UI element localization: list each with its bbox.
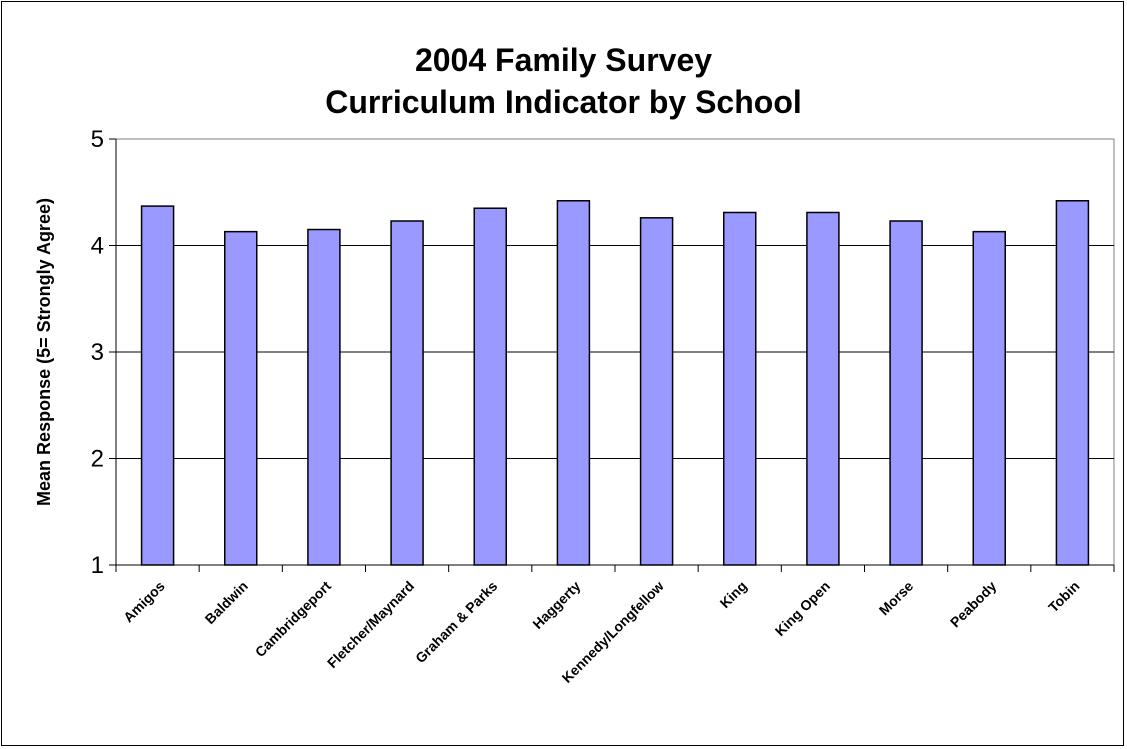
bar-morse xyxy=(889,220,923,566)
bar-amigos xyxy=(140,205,175,566)
bar-graham-parks xyxy=(473,207,507,566)
x-tick-label: Baldwin xyxy=(202,578,251,627)
bar-tobin xyxy=(1055,200,1090,566)
y-tick-label: 5 xyxy=(91,126,104,153)
axes xyxy=(109,138,1115,572)
chart-title-line-2: Curriculum Indicator by School xyxy=(325,84,802,120)
x-tick-label: Amigos xyxy=(120,578,168,626)
y-axis-title: Mean Response (5= Strongly Agree) xyxy=(34,198,54,506)
y-tick-label: 2 xyxy=(91,446,104,473)
y-tick-label: 3 xyxy=(91,339,104,366)
chart-title: 2004 Family Survey Curriculum Indicator … xyxy=(0,39,1127,123)
bar-king-open xyxy=(806,211,840,566)
x-tick-label: Haggerty xyxy=(529,578,583,632)
bar-king xyxy=(723,211,757,566)
bar-cambridgeport xyxy=(307,228,341,566)
x-tick-label: Graham & Parks xyxy=(412,578,501,667)
chart-title-line-1: 2004 Family Survey xyxy=(414,42,713,78)
y-tick-label: 4 xyxy=(91,233,104,260)
gridlines xyxy=(116,245,1114,459)
bar-baldwin xyxy=(224,230,258,566)
y-tick-label: 1 xyxy=(91,552,104,579)
bar-haggerty xyxy=(556,200,591,566)
x-tick-label: Fletcher/Maynard xyxy=(324,578,417,671)
x-tick-label: Peabody xyxy=(947,578,1000,631)
x-tick-labels: Amigos Baldwin CambridgeportFletcher/Mayna… xyxy=(120,578,1082,686)
x-tick-label: King Open xyxy=(772,578,833,639)
x-tick-label: King xyxy=(717,578,750,611)
bars xyxy=(140,200,1090,566)
x-tick-label: Morse xyxy=(876,578,917,619)
bar-fletcher-maynard xyxy=(390,220,424,566)
x-tick-label: Cambridgeport xyxy=(252,578,335,661)
bar-kennedy-longfellow xyxy=(639,217,674,566)
y-tick-labels: 1 2 3 4 5 xyxy=(91,126,104,579)
x-tick-label: Tobin xyxy=(1045,578,1083,616)
bar-peabody xyxy=(972,230,1006,566)
